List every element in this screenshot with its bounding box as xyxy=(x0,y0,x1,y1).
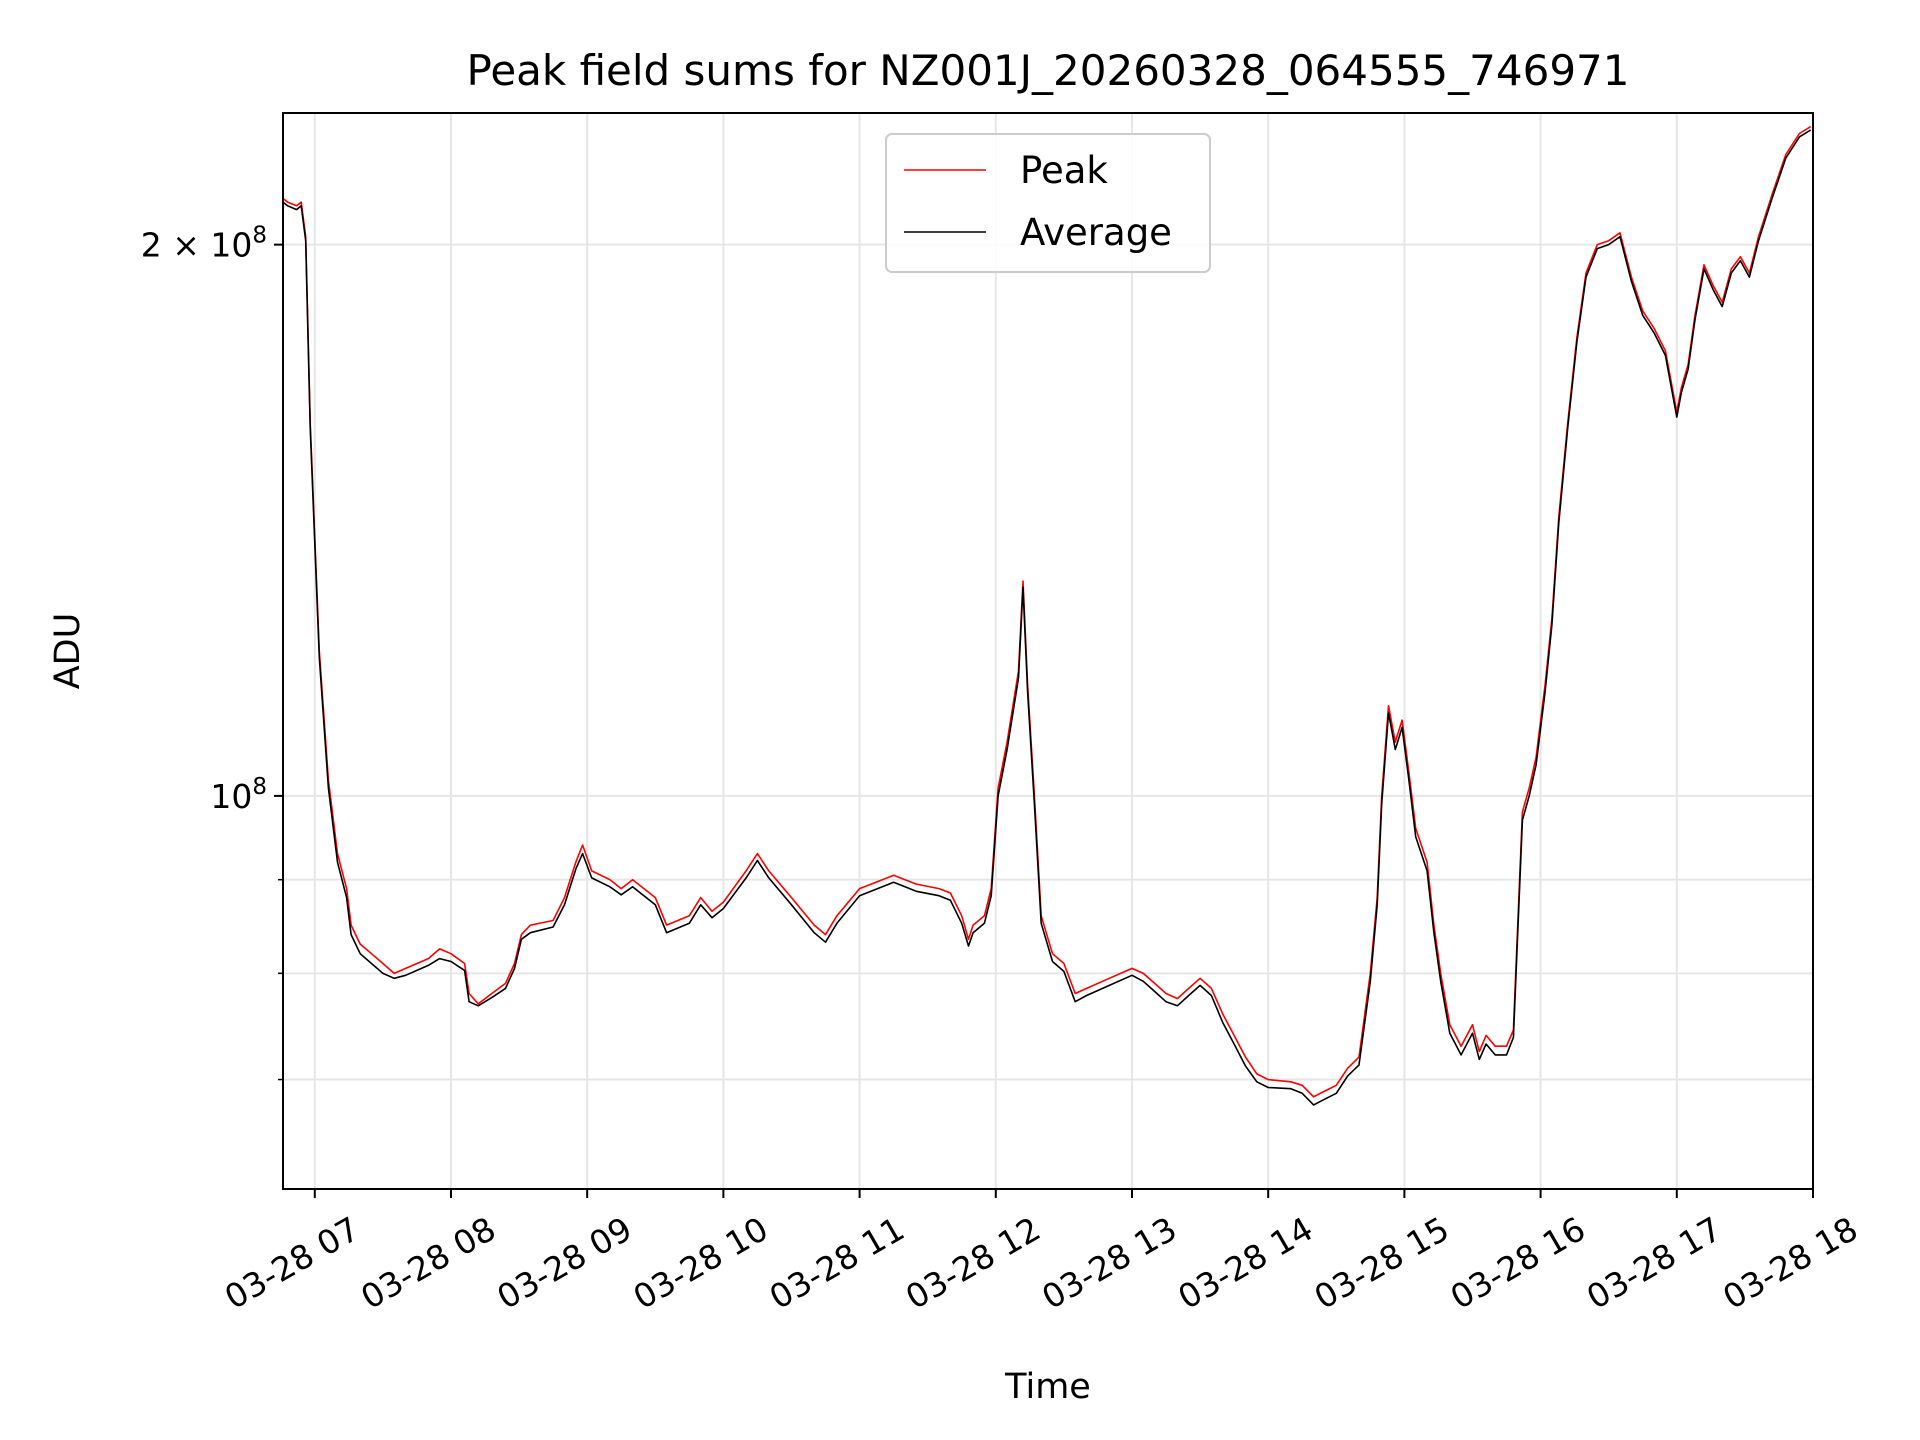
legend-label-average: Average xyxy=(1020,211,1172,254)
y-axis-label: ADU xyxy=(48,613,88,690)
y-tick-exponent: 8 xyxy=(252,774,267,800)
y-tick-base: 2 × 10 xyxy=(141,226,253,265)
y-tick-label: 108 xyxy=(210,774,267,816)
y-tick-exponent: 8 xyxy=(252,223,267,249)
series-line-average xyxy=(282,129,1812,1106)
y-tick-base: 10 xyxy=(210,777,252,816)
plot-frame xyxy=(282,112,1814,1190)
legend-box xyxy=(885,133,1211,273)
legend: Peak Average xyxy=(885,133,1211,273)
x-axis-label: Time xyxy=(1004,1367,1091,1407)
legend-label-peak: Peak xyxy=(1020,149,1108,192)
series-layer xyxy=(282,125,1812,1106)
y-tick-label: 2 × 108 xyxy=(141,223,267,265)
chart-title: Peak field sums for NZ001J_20260328_0645… xyxy=(467,46,1630,95)
